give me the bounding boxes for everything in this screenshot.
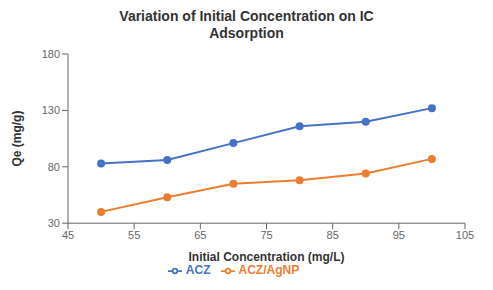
svg-text:Initial Concentration (mg/L): Initial Concentration (mg/L)	[189, 250, 345, 264]
svg-text:75: 75	[260, 229, 272, 241]
svg-text:55: 55	[128, 229, 140, 241]
html-text:Variation of Initial Concentra: Variation of Initial Concentration on IC…	[119, 8, 374, 41]
svg-text:95: 95	[393, 229, 405, 241]
svg-text:80: 80	[48, 161, 60, 173]
svg-text:105: 105	[456, 229, 474, 241]
svg-text:Qe (mg/g): Qe (mg/g)	[10, 111, 24, 167]
html-text:ACZ/AgNP: ACZ/AgNP	[238, 263, 300, 278]
svg-text:180: 180	[42, 48, 60, 60]
svg-text:30: 30	[48, 217, 60, 229]
html-text:ACZ: ACZ	[185, 263, 211, 278]
svg-text:45: 45	[62, 229, 74, 241]
svg-text:65: 65	[194, 229, 206, 241]
svg-text:85: 85	[327, 229, 339, 241]
svg-text:130: 130	[42, 104, 60, 116]
